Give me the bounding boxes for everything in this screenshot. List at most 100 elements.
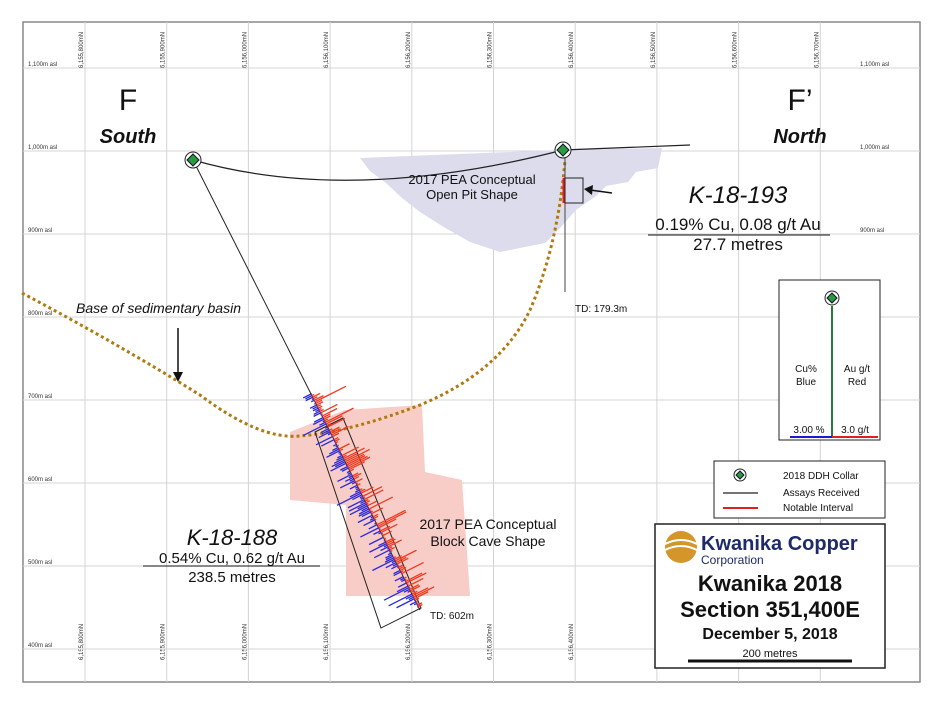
assay-au [365, 500, 370, 504]
assay-cu [336, 492, 362, 506]
northing-label: 6,156,100mN [324, 624, 330, 660]
assay-cu [322, 420, 325, 423]
assay-au [345, 453, 365, 464]
elevation-label: 900m asl [860, 228, 884, 234]
block-cave-label: Block Cave Shape [430, 533, 545, 549]
assay-au [389, 546, 395, 551]
assay-au [382, 530, 392, 537]
grade: 0.19% Cu, 0.08 g/t Au [655, 215, 820, 234]
basin-contact [21, 159, 567, 438]
assay-cu [339, 465, 348, 471]
assay-cu [378, 541, 387, 547]
assay-cu [315, 409, 320, 413]
assay-au [342, 454, 347, 458]
elevation-label: 900m asl [28, 228, 52, 234]
northing-label: 6,156,000mN [242, 624, 248, 660]
grade: 0.54% Cu, 0.62 g/t Au [159, 550, 305, 567]
assay-cu [311, 398, 314, 401]
assay-cu [351, 481, 356, 485]
assay-au [334, 438, 340, 442]
assay-cu [372, 558, 395, 572]
assay-au [364, 498, 369, 502]
assay-au [331, 425, 349, 436]
frame [22, 21, 921, 683]
assay-cu [313, 410, 321, 415]
elevation-label: 400m asl [28, 643, 52, 649]
elevation-label: 500m asl [28, 560, 52, 566]
northing-label: 6,156,400mN [569, 624, 575, 660]
collar [554, 141, 572, 159]
assay-cu [405, 595, 414, 600]
assay-au [413, 586, 435, 598]
assay-cu [368, 536, 384, 546]
assay-cu [347, 472, 352, 475]
northing-label: 6,156,200mN [406, 32, 412, 68]
assay-au [383, 536, 385, 538]
northing-label: 6,156,400mN [569, 32, 575, 68]
logo-mark [664, 531, 698, 563]
arrowhead [584, 185, 593, 195]
elevation-label: 1,100m asl [860, 62, 889, 68]
assay-cu [302, 393, 312, 399]
assay-au [366, 502, 369, 505]
assay-cu [355, 486, 359, 489]
length: 238.5 metres [188, 569, 276, 586]
total-depth: TD: 602m [430, 611, 474, 622]
assay-au [416, 602, 419, 605]
assay-au [417, 602, 423, 606]
legend-text: Red [848, 377, 866, 388]
arrow [589, 189, 613, 194]
assay-cu [413, 602, 418, 606]
assay-au [317, 404, 322, 408]
assay-au [325, 407, 354, 423]
assay-cu [310, 399, 315, 403]
assay-au [348, 456, 371, 469]
assay-cu [416, 606, 419, 608]
northing-label: 6,156,200mN [406, 624, 412, 660]
assay-cu [388, 593, 413, 607]
assay-cu [360, 497, 364, 500]
assay-cu [409, 601, 417, 606]
assay-au [406, 583, 409, 586]
collar [733, 468, 747, 482]
assay-au [381, 532, 384, 535]
assay-cu [369, 517, 375, 521]
legend-text: Au g/t [844, 364, 870, 375]
assay-cu [391, 560, 396, 564]
assay-cu [401, 579, 406, 583]
assay-au [339, 448, 344, 452]
assay-cu [373, 530, 381, 535]
assay-cu [312, 407, 319, 412]
assay-cu [336, 454, 343, 459]
assay-cu [391, 565, 398, 570]
assay-au [360, 486, 374, 494]
assay-cu [315, 435, 333, 446]
assay-au [377, 511, 407, 527]
northing-label: 6,156,000mN [242, 32, 248, 68]
legend-text: 2018 DDH Collar [783, 471, 859, 482]
assay-cu [370, 516, 374, 519]
assay-au [356, 483, 361, 486]
assay-cu [346, 470, 351, 474]
assay-au [313, 395, 324, 401]
direction-label: South [100, 126, 157, 148]
assay-cu [352, 494, 363, 501]
assay-cu [303, 423, 327, 436]
assay-cu [360, 500, 366, 505]
assay-cu [358, 509, 371, 517]
assay-au [368, 496, 393, 510]
assay-cu [407, 590, 411, 593]
collar [184, 151, 202, 169]
assay-cu [336, 456, 344, 461]
assay-cu [385, 561, 397, 569]
assay-au [379, 525, 391, 532]
assay-cu [374, 522, 377, 525]
assay-cu [337, 473, 352, 483]
block-cave-label: 2017 PEA Conceptual [420, 516, 557, 532]
assay-cu [400, 577, 405, 581]
northing-label: 6,156,300mN [488, 624, 494, 660]
assay-au [352, 472, 359, 477]
assay-au [414, 597, 420, 601]
assay-au [380, 523, 398, 534]
assay-cu [339, 453, 342, 456]
